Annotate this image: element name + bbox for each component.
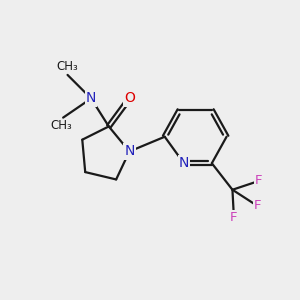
- Text: N: N: [179, 156, 189, 170]
- Text: F: F: [254, 200, 261, 212]
- Text: F: F: [230, 211, 238, 224]
- Text: CH₃: CH₃: [51, 119, 73, 132]
- Text: N: N: [124, 145, 135, 158]
- Text: CH₃: CH₃: [57, 60, 78, 73]
- Text: O: O: [124, 92, 135, 106]
- Text: F: F: [255, 174, 263, 188]
- Text: N: N: [86, 92, 96, 106]
